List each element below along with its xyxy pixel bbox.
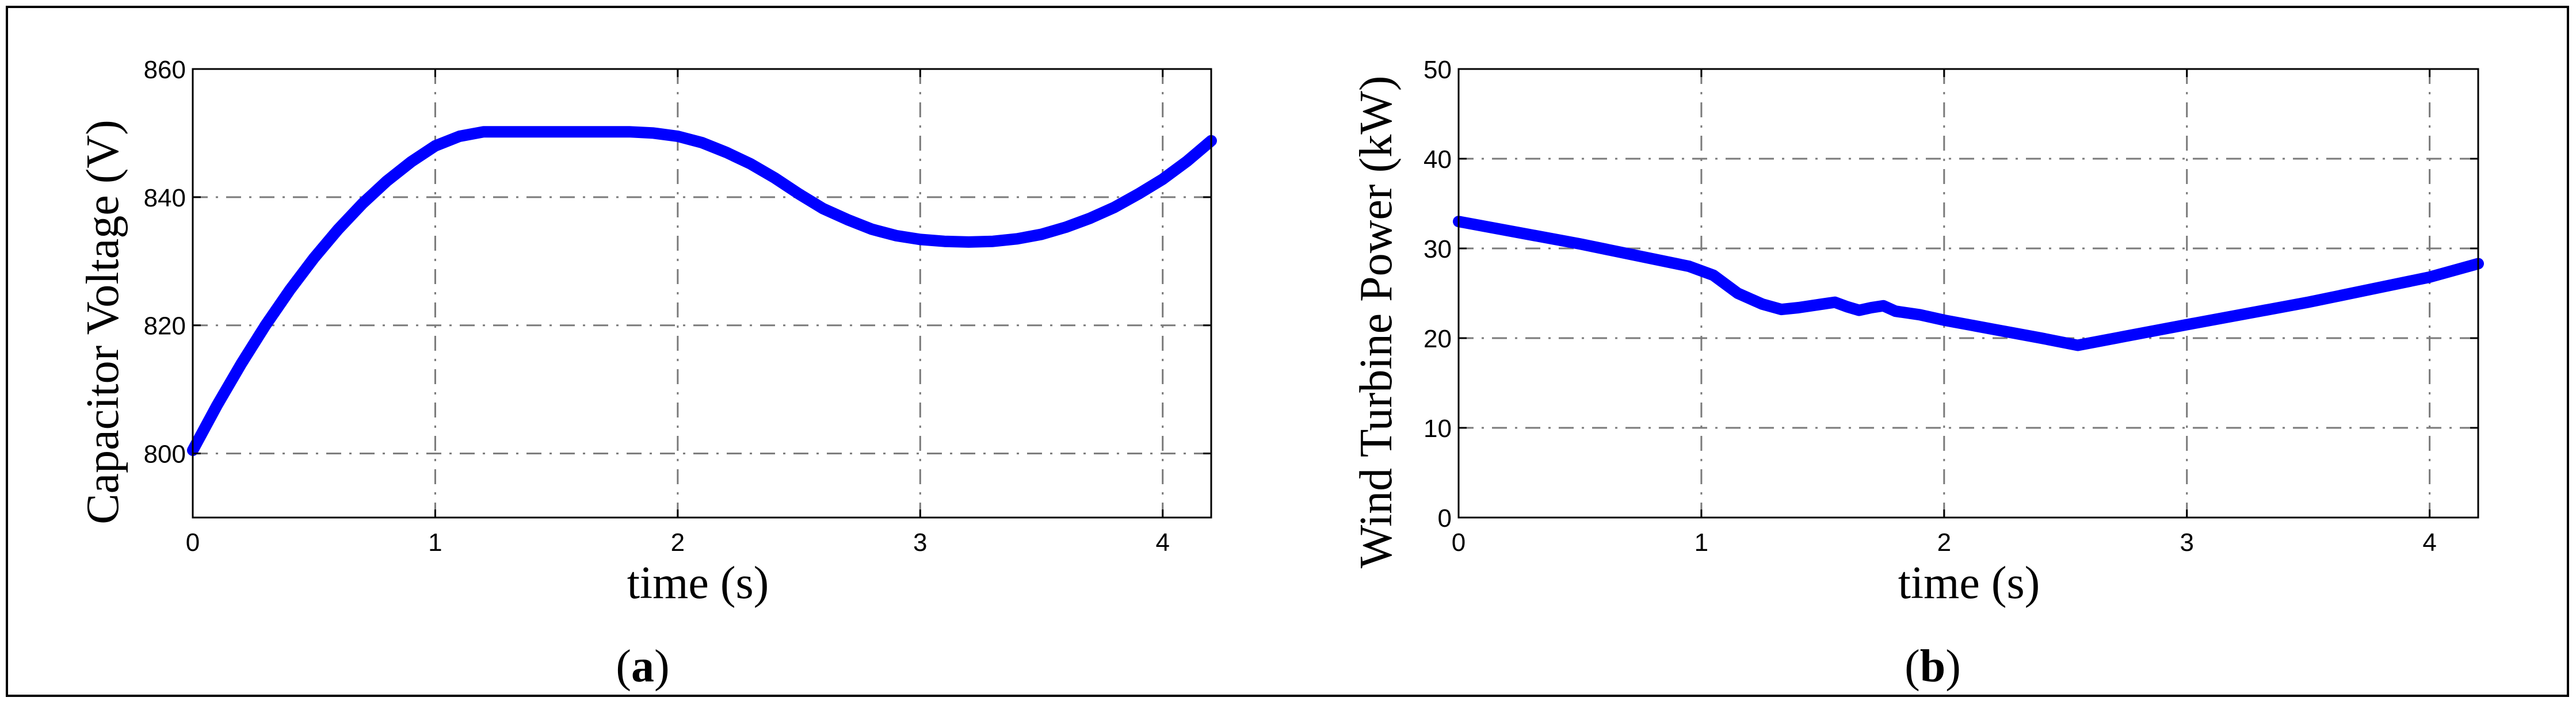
x-tick-label-a-1: 1 (428, 528, 442, 557)
x-axis-label-a: time (s) (627, 558, 769, 608)
series-line-a (187, 126, 1217, 456)
caption-b-open: ( (1905, 641, 1920, 692)
y-tick-label-a-820: 820 (144, 312, 186, 340)
x-tick-label-a-0: 0 (186, 528, 200, 557)
caption-a-open: ( (616, 641, 631, 692)
y-axis-label-a: Capacitor Voltage (V) (78, 120, 128, 524)
x-tick-label-b-1: 1 (1695, 528, 1708, 557)
x-tick-label-a-4: 4 (1155, 528, 1169, 557)
plot-area-a (193, 69, 1211, 518)
y-tick-label-b-0: 0 (1438, 504, 1452, 532)
y-tick-label-a-840: 840 (144, 184, 186, 212)
y-tick-label-b-10: 10 (1424, 415, 1452, 443)
x-tick-label-b-4: 4 (2422, 528, 2436, 557)
x-axis-label-b: time (s) (1898, 558, 2040, 608)
y-tick-label-a-800: 800 (144, 440, 186, 469)
caption-b-letter: b (1920, 641, 1946, 692)
plot-area-b (1459, 69, 2478, 518)
x-tick-label-b-3: 3 (2180, 528, 2193, 557)
axes-box-a (192, 68, 1212, 519)
chart-panel-a: 0 1 2 3 4 800 820 840 860 Capacitor Voltage (V) ti… (78, 56, 1217, 608)
x-tick-label-b-0: 0 (1452, 528, 1466, 557)
caption-a: (a) (616, 641, 669, 692)
axes-box-b (1457, 68, 2479, 519)
y-tick-label-b-40: 40 (1424, 145, 1452, 174)
y-tick-label-b-50: 50 (1424, 56, 1452, 84)
x-tick-label-a-2: 2 (671, 528, 685, 557)
y-tick-label-b-20: 20 (1424, 325, 1452, 353)
caption-b: (b) (1905, 641, 1961, 692)
caption-a-close: ) (654, 641, 670, 692)
x-tick-label-a-3: 3 (913, 528, 927, 557)
y-tick-label-b-30: 30 (1424, 235, 1452, 263)
caption-b-close: ) (1945, 641, 1961, 692)
y-axis-label-b: Wind Turbine Power (kW) (1351, 76, 1402, 569)
y-tick-label-a-860: 860 (144, 56, 186, 84)
caption-a-letter: a (631, 641, 654, 692)
series-line-b (1453, 216, 2484, 351)
x-tick-label-b-2: 2 (1937, 528, 1951, 557)
